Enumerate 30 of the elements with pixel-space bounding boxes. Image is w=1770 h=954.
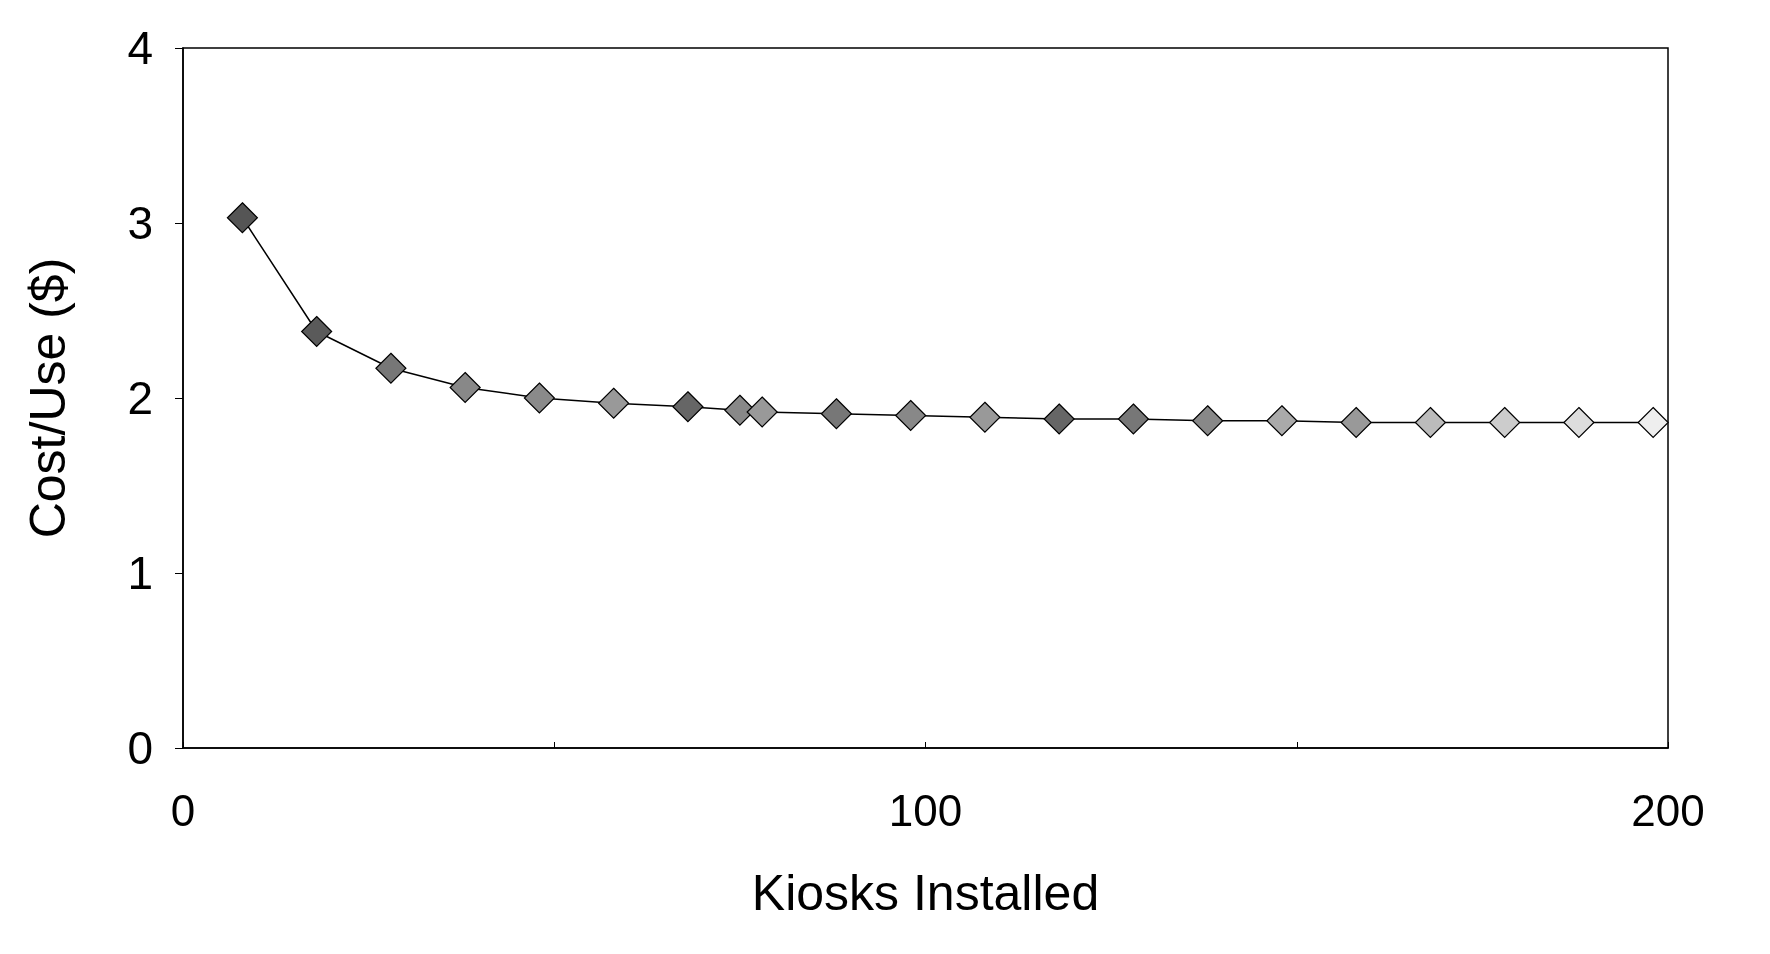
point bbox=[598, 387, 630, 419]
point bbox=[449, 371, 481, 404]
point bbox=[226, 202, 258, 234]
point bbox=[301, 315, 333, 348]
point bbox=[1414, 406, 1446, 439]
point bbox=[1266, 405, 1298, 437]
point bbox=[746, 396, 778, 428]
y-tick-label: 3 bbox=[127, 197, 153, 249]
y-tick-label: 2 bbox=[127, 372, 153, 424]
point bbox=[1637, 406, 1669, 439]
y-axis-title: Cost/Use ($) bbox=[20, 257, 76, 539]
point bbox=[820, 398, 852, 430]
point bbox=[1489, 406, 1521, 439]
y-tick-label: 0 bbox=[127, 722, 153, 774]
x-tick-label: 100 bbox=[888, 785, 963, 835]
point bbox=[1117, 403, 1149, 435]
point bbox=[969, 401, 1001, 433]
y-tick-label: 4 bbox=[127, 22, 153, 74]
point bbox=[523, 382, 555, 414]
point bbox=[375, 352, 407, 384]
y-tick-label: 1 bbox=[127, 547, 153, 599]
x-tick-label: 0 bbox=[170, 785, 196, 835]
x-tick-label: 200 bbox=[1631, 785, 1705, 835]
x-axis-title: Kiosks Installed bbox=[751, 865, 1100, 921]
point bbox=[895, 399, 927, 432]
point bbox=[1563, 406, 1595, 439]
point bbox=[1043, 403, 1075, 435]
point bbox=[672, 391, 704, 423]
point bbox=[1192, 405, 1224, 437]
point bbox=[1340, 406, 1372, 439]
